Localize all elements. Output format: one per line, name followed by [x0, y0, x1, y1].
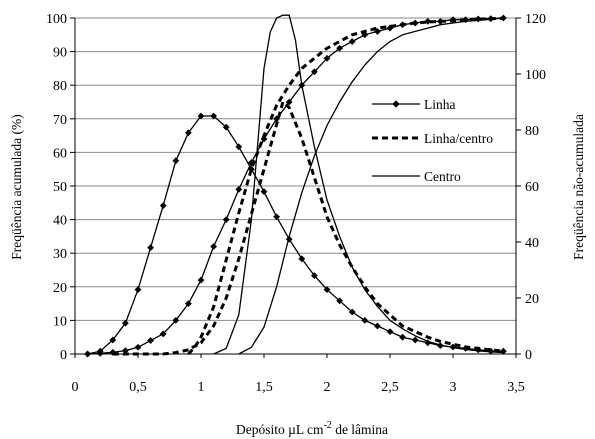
x-tick-label: 2,5: [381, 380, 399, 395]
y-left-tick-label: 90: [53, 46, 67, 61]
x-axis-title-superscript: -2: [323, 420, 331, 431]
x-axis-title-rest: de lâmina: [332, 422, 388, 437]
y-right-tick-label: 100: [525, 68, 546, 83]
y-right-tick-label: 60: [525, 180, 539, 195]
x-tick-label: 3,5: [507, 380, 525, 395]
y-left-tick-label: 10: [53, 314, 67, 329]
y-left-tick-label: 100: [46, 12, 67, 27]
y-left-axis-title: Freqüência acumulada (%): [9, 114, 24, 259]
legend-label: Centro: [424, 169, 461, 184]
x-tick-label: 0: [72, 380, 79, 395]
y-left-tick-label: 30: [53, 247, 67, 262]
y-left-tick-label: 40: [53, 214, 67, 229]
y-right-axis-title: Freqüência não-acumulada: [571, 114, 586, 260]
legend-label: Linha/centro: [424, 131, 493, 146]
y-right-tick-label: 20: [525, 292, 539, 307]
y-right-tick-label: 0: [525, 348, 532, 363]
legend-label: Linha: [424, 97, 456, 112]
y-left-tick-label: 0: [60, 348, 67, 363]
y-right-tick-label: 40: [525, 236, 539, 251]
y-left-tick-label: 50: [53, 180, 67, 195]
y-right-tick-label: 80: [525, 124, 539, 139]
x-tick-label: 1,5: [255, 380, 273, 395]
y-left-tick-label: 60: [53, 146, 67, 161]
y-right-tick-label: 120: [525, 12, 546, 27]
y-left-tick-label: 70: [53, 113, 67, 128]
x-tick-label: 3: [450, 380, 457, 395]
y-left-tick-label: 80: [53, 79, 67, 94]
x-tick-label: 2: [324, 380, 331, 395]
x-tick-label: 1: [198, 380, 205, 395]
x-tick-label: 0,5: [129, 380, 147, 395]
x-axis-title-main: Depósito µL cm: [236, 422, 324, 437]
y-left-tick-label: 20: [53, 281, 67, 296]
x-axis-title: Depósito µL cm-2 de lâmina: [236, 420, 388, 437]
